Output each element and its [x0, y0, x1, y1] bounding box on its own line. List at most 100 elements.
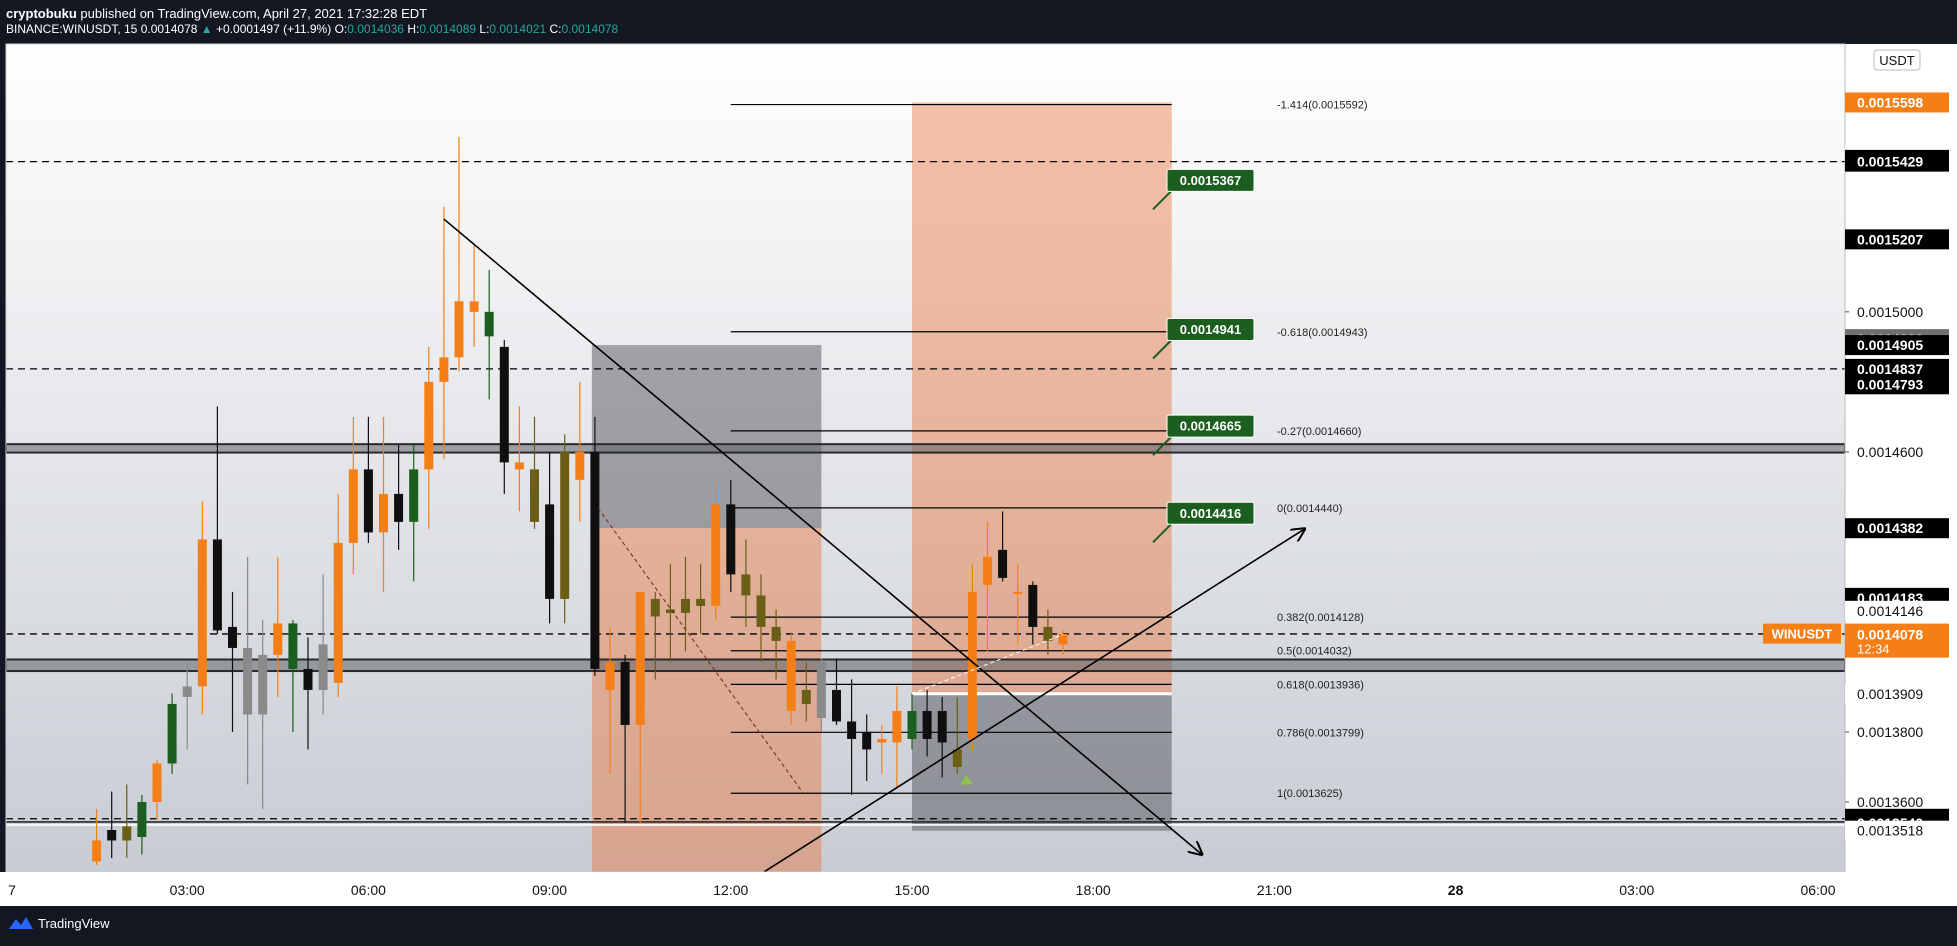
fib-level-label: 1(0.0013625)	[1277, 788, 1342, 800]
price-axis-label-box	[1845, 374, 1949, 395]
target-label-text: 0.0014665	[1180, 419, 1241, 434]
candle-body	[1058, 633, 1068, 645]
buy-signal-icon	[960, 774, 973, 785]
bar-countdown-label: 12:34	[1857, 642, 1890, 657]
price-axis-label: 0.0015598	[1857, 94, 1923, 110]
candle-body	[530, 469, 539, 522]
price-axis-label: 0.0015207	[1857, 231, 1923, 247]
candle-body	[877, 738, 887, 743]
candle-body	[514, 462, 524, 470]
candle-body	[348, 469, 358, 543]
tradingview-logo[interactable]: TradingView	[8, 914, 110, 932]
price-axis-label-box	[1845, 820, 1949, 841]
position-box-profit	[912, 102, 1172, 694]
candle-body	[303, 668, 313, 690]
tradingview-logo-icon	[9, 917, 33, 929]
price-axis-tick-label: 0.0013600	[1857, 794, 1923, 810]
price-axis-label: 0.0014905	[1857, 337, 1923, 353]
time-axis-background	[0, 872, 1845, 906]
time-axis-tick-label: 06:00	[351, 882, 386, 898]
open-value: 0.0014036	[347, 22, 404, 36]
candle-body	[484, 311, 494, 337]
price-axis-tick-label: 0.0015000	[1857, 304, 1923, 320]
open-label: O:	[334, 22, 348, 36]
candle-body	[107, 829, 117, 841]
candle-body	[545, 504, 555, 599]
candle-body	[212, 539, 222, 631]
price-axis-tick-label: 0.0013800	[1857, 724, 1923, 740]
price-axis-label: 0.0014382	[1857, 520, 1923, 536]
candle-body	[801, 689, 811, 704]
price-axis-tick-label: 0.0014600	[1857, 444, 1923, 460]
price-axis-label: 0.0014793	[1857, 376, 1923, 392]
support-resistance-zone	[6, 658, 1845, 673]
candle-body	[409, 469, 419, 522]
candle-body	[726, 504, 736, 575]
candle-body	[333, 542, 343, 683]
target-label-box	[1166, 501, 1255, 525]
symbol-tag-box	[1763, 623, 1841, 644]
candle-body	[937, 710, 947, 743]
price-change: +0.0001497 (+11.9%)	[216, 22, 332, 36]
candle-body	[756, 595, 766, 627]
time-axis-tick-label: 15:00	[894, 882, 929, 898]
time-axis-tick-label: 7	[8, 882, 16, 898]
price-axis-label-box	[1845, 151, 1949, 172]
candle-body	[379, 493, 388, 533]
candle-body	[197, 539, 207, 687]
candle-body	[590, 451, 600, 669]
target-label-box	[1166, 414, 1255, 438]
published-text: published on TradingView.com, April 27, …	[80, 6, 428, 21]
candle-body	[363, 469, 373, 533]
candle-body	[998, 549, 1008, 578]
price-axis-label-box	[1845, 518, 1949, 539]
close-value: 0.0014078	[561, 22, 619, 36]
candle-body	[650, 598, 660, 617]
time-axis-tick-label: 21:00	[1257, 882, 1292, 898]
target-pointer	[1152, 436, 1172, 456]
candle-body	[167, 703, 177, 764]
candle-body	[816, 661, 826, 718]
candle-body	[892, 710, 902, 743]
candle-body	[152, 763, 162, 802]
candle-body	[741, 574, 751, 596]
candle-body	[862, 731, 872, 750]
publish-info: cryptobuku published on TradingView.com,…	[6, 6, 427, 21]
fib-level-label: 0.786(0.0013799)	[1277, 727, 1364, 739]
candle-body	[424, 381, 434, 470]
candle-body	[1013, 591, 1023, 594]
close-label: C:	[549, 22, 562, 36]
candle-body	[620, 661, 630, 725]
candle-body	[182, 686, 192, 697]
last-price-box	[1845, 623, 1949, 658]
candle-body	[243, 647, 253, 715]
candle-body	[122, 826, 132, 841]
last-price: 0.0014078	[140, 22, 198, 36]
high-value: 0.0014089	[419, 22, 477, 36]
price-axis-label-box	[1845, 229, 1949, 250]
position-path-line	[911, 634, 1064, 695]
price-axis-label: 0.0014146	[1857, 603, 1923, 619]
candle-body	[560, 451, 570, 599]
target-label-text: 0.0014941	[1180, 322, 1241, 337]
footer-bar: TradingView	[0, 906, 1957, 946]
time-axis-tick-label: 12:00	[713, 882, 748, 898]
time-axis-tick-label: 28	[1448, 882, 1464, 898]
symbol-label[interactable]: BINANCE:WINUSDT, 15	[6, 22, 138, 36]
fib-level-label: 0(0.0014440)	[1277, 503, 1342, 515]
candle-body	[92, 840, 102, 862]
price-axis-label-box	[1845, 683, 1949, 704]
candle-body	[696, 598, 706, 606]
low-label: L:	[479, 22, 490, 36]
candle-body	[258, 654, 268, 715]
candle-body	[439, 357, 449, 382]
candle-body	[786, 640, 796, 711]
trend-line	[443, 218, 1202, 854]
high-label: H:	[407, 22, 420, 36]
price-axis-background	[1845, 44, 1957, 872]
publisher-name[interactable]: cryptobuku	[6, 6, 77, 21]
candle-body	[681, 598, 690, 613]
chart-header: cryptobuku published on TradingView.com,…	[0, 0, 1957, 44]
target-pointer	[1152, 190, 1172, 211]
